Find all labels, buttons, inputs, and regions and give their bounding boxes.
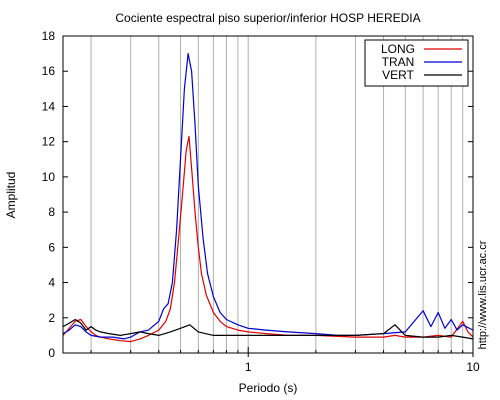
y-tick-label: 18	[42, 29, 56, 43]
chart-title: Cociente espectral piso superior/inferio…	[115, 11, 420, 25]
series-line-tran	[62, 52, 474, 340]
legend-box	[364, 39, 469, 87]
legend-label-tran: TRAN	[382, 55, 415, 69]
y-tick-label: 10	[42, 170, 56, 184]
y-tick-label: 14	[42, 99, 56, 113]
watermark-url: http://www.lis.ucr.ac.cr	[477, 240, 489, 349]
plot-frame	[62, 35, 474, 354]
x-tick-label: 1	[245, 360, 252, 374]
y-tick-label: 16	[42, 64, 56, 78]
y-tick-label: 2	[48, 311, 55, 325]
x-tick-label: 10	[466, 360, 480, 374]
grid-lines	[90, 36, 464, 353]
series-line-vert	[62, 318, 474, 340]
y-axis-label: Amplitud	[4, 172, 18, 219]
y-axis: 0 2 4 6 8 10 12 14 16 18	[42, 29, 473, 360]
y-tick-label: 4	[48, 276, 55, 290]
x-axis: 1 10	[90, 347, 480, 374]
y-tick-label: 0	[48, 346, 55, 360]
y-tick-label: 12	[42, 135, 56, 149]
legend-label-long: LONG	[381, 42, 415, 56]
series-lines	[62, 52, 474, 343]
y-tick-label: 8	[48, 205, 55, 219]
y-tick-label: 6	[48, 240, 55, 254]
legend-label-vert: VERT	[382, 68, 414, 82]
x-axis-label: Periodo (s)	[239, 381, 298, 395]
